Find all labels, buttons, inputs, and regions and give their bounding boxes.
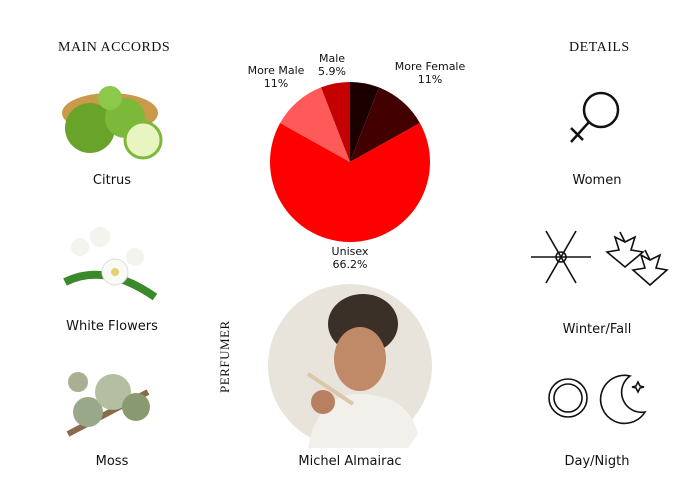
pie-label-name: Male — [318, 52, 346, 65]
pie-slice-more-female — [350, 87, 420, 162]
pie-slice-male — [321, 82, 350, 162]
pie-label-value: 66.2% — [332, 258, 368, 271]
white-flowers-image — [63, 227, 158, 301]
perfumer-name: Michel Almairac — [298, 454, 402, 469]
gender-pie-chart — [270, 82, 430, 242]
perfumer-title: PERFUMER — [217, 320, 232, 393]
moss-image — [66, 372, 150, 437]
pie-label-more-female: More Female 11% — [385, 60, 475, 86]
sun-moon-icon — [548, 374, 647, 425]
pie-label-name: Unisex — [331, 245, 369, 258]
details-title: DETAILS — [569, 40, 630, 55]
pie-label-name: More Male — [247, 64, 305, 77]
detail-label-winter-fall: Winter/Fall — [562, 322, 632, 337]
snowflake-leaves-icon — [531, 230, 669, 287]
detail-label-women: Women — [572, 173, 622, 188]
pie-label-more-male: More Male 11% — [240, 64, 312, 90]
pie-label-name: More Female — [394, 60, 466, 73]
pie-slice-more-male — [280, 87, 350, 162]
detail-label-day-night: Day/Nigth — [564, 454, 630, 469]
pie-label-unisex: Unisex 66.2% — [320, 245, 380, 271]
accord-label-moss: Moss — [95, 454, 129, 469]
pie-slice-female — [350, 82, 379, 162]
accord-label-white-flowers: White Flowers — [66, 319, 158, 334]
pie-label-value: 5.9% — [318, 65, 346, 78]
female-symbol-icon — [570, 91, 620, 143]
accord-label-citrus: Citrus — [92, 173, 132, 188]
perfumer-photo — [268, 284, 432, 448]
pie-label-value: 11% — [263, 77, 289, 90]
citrus-image — [62, 86, 163, 160]
pie-slice-unisex — [270, 123, 430, 242]
pie-label-male: Male 5.9% — [312, 52, 352, 78]
main-accords-title: MAIN ACCORDS — [58, 40, 171, 55]
pie-label-value: 11% — [417, 73, 443, 86]
